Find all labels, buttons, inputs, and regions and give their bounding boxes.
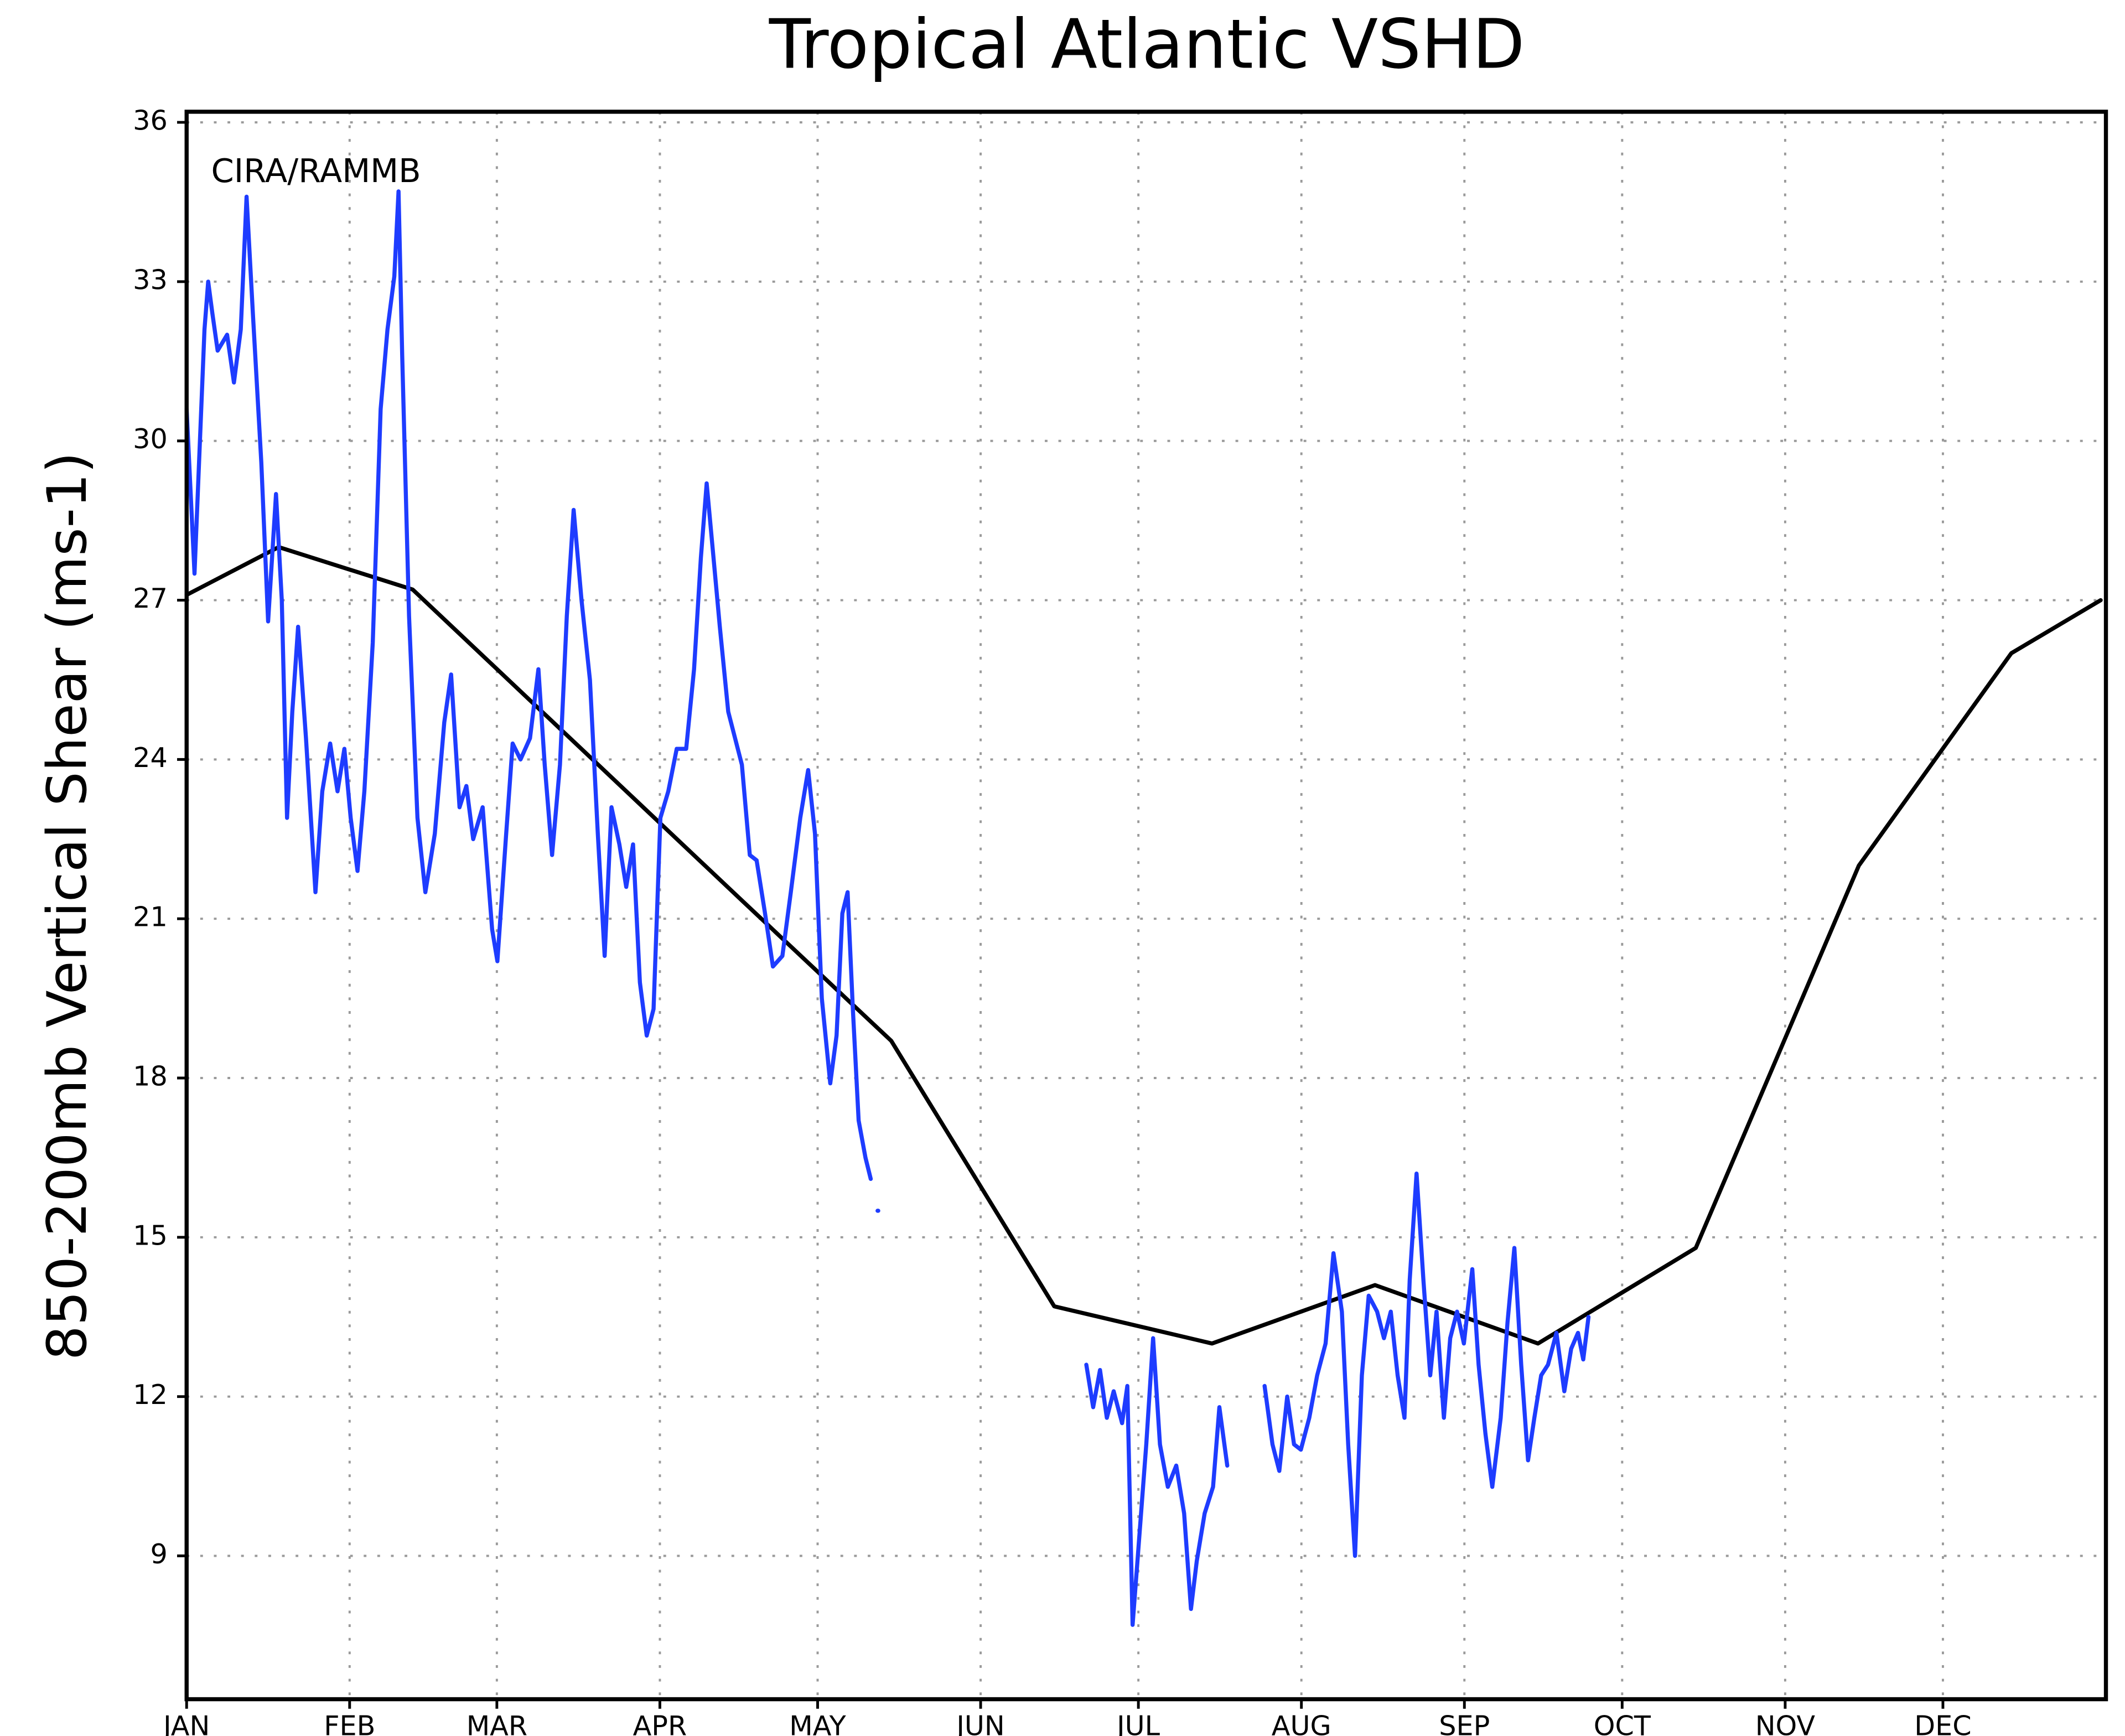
x-tick-label: JUL [1115, 1710, 1160, 1736]
x-tick-label: OCT [1594, 1710, 1651, 1736]
y-tick-label: 18 [133, 1060, 168, 1092]
y-tick-label: 9 [150, 1538, 167, 1570]
series-line [184, 189, 1591, 1627]
y-tick-label: 24 [133, 742, 168, 774]
plot-frame [184, 110, 2108, 1702]
x-tick-label: DEC [1914, 1710, 1971, 1736]
y-axis-label: 850-200mb Vertical Shear (ms-1) [36, 452, 99, 1360]
x-tick-label: AUG [1272, 1710, 1331, 1736]
y-tick-label: 30 [133, 423, 168, 455]
y-tick-label: 12 [133, 1379, 168, 1411]
annotation: CIRA/RAMMB [211, 152, 421, 190]
y-tick-label: 27 [133, 582, 168, 614]
y-tick-label: 21 [133, 901, 168, 933]
series-line [184, 545, 2103, 1346]
chart-title: Tropical Atlantic VSHD [769, 5, 1525, 84]
x-tick-label: JAN [162, 1710, 210, 1736]
y-tick-label: 36 [133, 105, 168, 137]
x-tick-label: SEP [1439, 1710, 1490, 1736]
y-tick-label: 15 [133, 1219, 168, 1251]
x-tick-label: MAR [467, 1710, 527, 1736]
x-tick-label: APR [633, 1710, 687, 1736]
x-tick-label: FEB [324, 1710, 375, 1736]
x-tick-label: MAY [789, 1710, 846, 1736]
y-tick-label: 33 [133, 263, 168, 296]
x-tick-label: NOV [1755, 1710, 1816, 1736]
x-tick-label: JUN [955, 1710, 1004, 1736]
